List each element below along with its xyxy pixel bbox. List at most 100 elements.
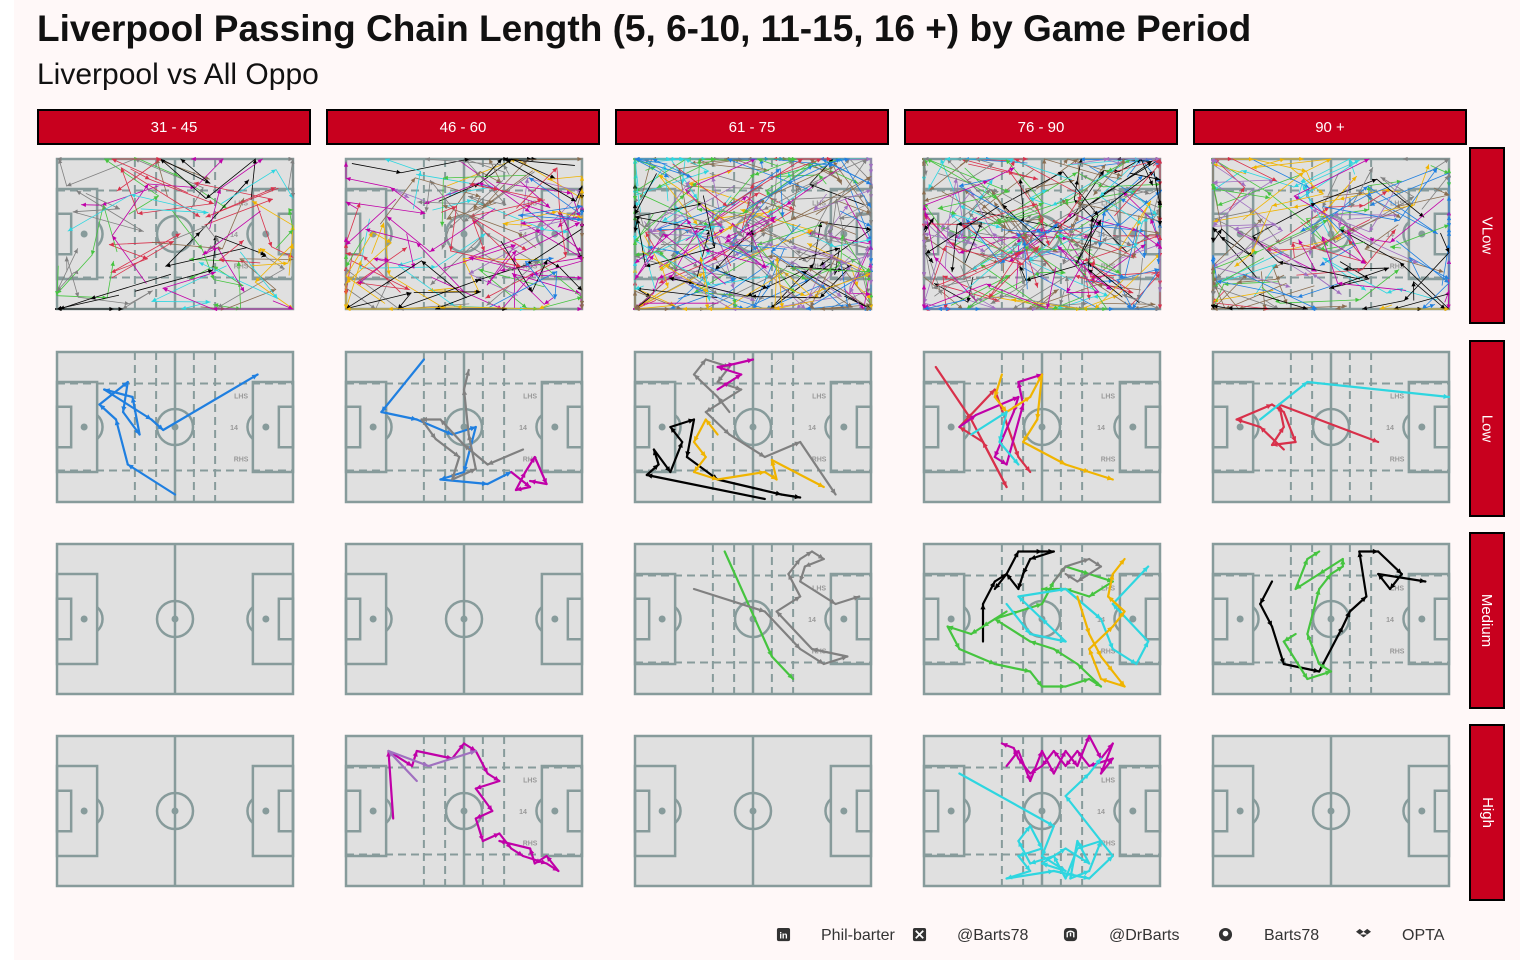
pass-chain <box>275 208 294 249</box>
pitch-label-lhs: LHS <box>523 778 537 785</box>
pass-chain <box>922 242 991 295</box>
pass-chain-1 <box>1235 403 1380 451</box>
pass-chain <box>641 251 709 293</box>
pitch-markings <box>633 734 873 888</box>
pass-chain <box>923 217 934 233</box>
pass-chain <box>1300 167 1438 232</box>
pass-chain <box>104 157 228 215</box>
pass-chain <box>488 256 558 309</box>
pass-chain <box>922 167 1015 302</box>
pitch-markings <box>633 350 873 504</box>
pass-chain <box>392 188 430 204</box>
pass-chain-2 <box>946 565 1114 690</box>
pass-chain <box>173 225 220 250</box>
pass-chain <box>707 256 815 311</box>
pass-chain <box>56 204 118 295</box>
pass-chain <box>1389 224 1450 250</box>
pass-chain <box>365 228 465 293</box>
pass-chain <box>923 221 1024 285</box>
pass-chain <box>1063 158 1126 196</box>
pass-chain <box>209 158 263 230</box>
pitch-panel-high-2: LHS 14 RHS <box>344 734 584 888</box>
pass-chain <box>950 221 982 273</box>
pass-chain-4 <box>1076 557 1126 688</box>
github-icon[interactable] <box>1218 927 1233 942</box>
pitch-label-centre: 14 <box>808 617 816 624</box>
pass-chain <box>1338 179 1419 264</box>
linkedin-icon[interactable]: in <box>776 927 791 942</box>
chart-title: Liverpool Passing Chain Length (5, 6-10,… <box>37 8 1252 49</box>
pass-chain <box>120 167 214 218</box>
dropbox-icon[interactable] <box>1356 927 1371 942</box>
pass-chain <box>634 157 692 178</box>
pitch-panel-low-4: LHS 14 RHS <box>922 350 1162 504</box>
pass-chain <box>789 158 868 201</box>
pass-chain-4 <box>716 358 755 391</box>
footer-label-1[interactable]: Phil-barter <box>821 927 895 944</box>
pitch-label-lhs: LHS <box>1390 201 1404 208</box>
pass-chain <box>1236 274 1285 285</box>
pass-chain <box>502 157 584 202</box>
pitch-label-centre: 14 <box>1386 617 1394 624</box>
pitch-label-rhs: RHS <box>812 264 827 271</box>
pass-chain <box>512 204 580 308</box>
pitch-label-lhs: LHS <box>523 201 537 208</box>
pitch-label-rhs: RHS <box>1390 264 1405 271</box>
pass-chain <box>772 254 872 311</box>
pass-chain <box>111 157 224 284</box>
pass-chain <box>56 248 79 292</box>
pass-chain <box>188 257 242 311</box>
column-strip-label: 76 - 90 <box>1017 118 1065 136</box>
pass-chain <box>1053 220 1161 279</box>
pass-chain <box>424 180 551 209</box>
pass-chain <box>923 299 981 311</box>
pass-chain-1 <box>1000 734 1114 783</box>
pass-chain <box>808 256 851 298</box>
mastodon-icon[interactable] <box>1063 927 1078 942</box>
pitch-markings <box>55 734 295 888</box>
pitch-markings <box>55 157 295 311</box>
pass-chain-1 <box>645 418 802 501</box>
footer-label-4[interactable]: Barts78 <box>1264 927 1320 944</box>
footer-label-3[interactable]: @DrBarts <box>1109 927 1180 944</box>
pass-chain <box>1114 158 1162 217</box>
column-strip-5: 90 + <box>1193 109 1467 145</box>
pass-chain <box>1212 179 1291 288</box>
pitch-markings <box>55 542 295 696</box>
pass-chain <box>936 245 1040 299</box>
row-strip-label: Low <box>1478 414 1496 443</box>
pass-chain <box>1350 167 1374 208</box>
pass-chain-3 <box>1005 565 1150 666</box>
pass-chain <box>849 246 869 310</box>
pass-chain <box>67 193 209 232</box>
pitch-label-rhs: RHS <box>812 457 827 464</box>
pass-chain <box>1242 273 1318 311</box>
row-strip-vlow: VLow <box>1469 147 1505 324</box>
pitch-label-centre: 14 <box>519 232 527 239</box>
pass-chain <box>345 260 481 310</box>
pass-chain <box>1029 166 1120 206</box>
pass-chain <box>813 189 872 211</box>
pass-chain <box>441 206 521 268</box>
pass-chain <box>1016 232 1028 290</box>
pass-chain <box>1129 172 1162 226</box>
pass-chain-2 <box>1259 380 1451 421</box>
footer-label-5[interactable]: OPTA <box>1402 927 1445 944</box>
pass-chain <box>660 198 847 280</box>
pass-chain <box>1096 191 1162 249</box>
pitch-label-lhs: LHS <box>1101 778 1115 785</box>
pitch-label-centre: 14 <box>1386 425 1394 432</box>
pass-chain <box>424 171 535 223</box>
pass-chain <box>688 169 750 205</box>
pass-chain <box>753 157 797 176</box>
footer-label-2[interactable]: @Barts78 <box>957 927 1029 944</box>
x-twitter-icon[interactable] <box>912 927 927 942</box>
pass-chain <box>934 188 1003 297</box>
pass-chain <box>386 208 496 253</box>
pass-chain <box>134 235 267 292</box>
pass-chain <box>1253 159 1356 266</box>
pass-chain <box>1092 157 1153 204</box>
pitch-label-centre: 14 <box>1097 425 1105 432</box>
